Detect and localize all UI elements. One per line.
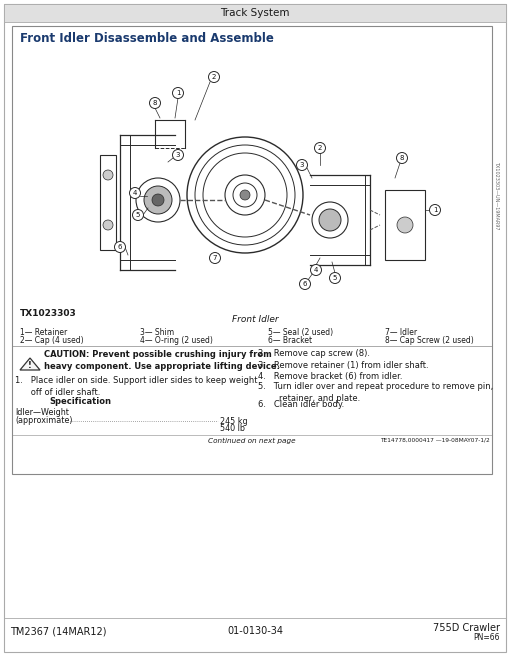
Text: TM2367 (14MAR12): TM2367 (14MAR12) bbox=[10, 626, 106, 636]
Text: 245 kg: 245 kg bbox=[219, 417, 247, 426]
Text: !: ! bbox=[28, 361, 32, 371]
Text: 8: 8 bbox=[399, 155, 404, 161]
Text: PN=66: PN=66 bbox=[472, 633, 499, 643]
Text: 755D Crawler: 755D Crawler bbox=[432, 623, 499, 633]
Text: 540 lb: 540 lb bbox=[219, 424, 244, 433]
Text: 6.   Clean idler body.: 6. Clean idler body. bbox=[258, 400, 344, 409]
Circle shape bbox=[318, 209, 341, 231]
Text: 4: 4 bbox=[313, 267, 318, 273]
FancyBboxPatch shape bbox=[384, 190, 424, 260]
Text: TX1023303—UN—19MAR97: TX1023303—UN—19MAR97 bbox=[494, 161, 498, 229]
Circle shape bbox=[172, 87, 183, 99]
Text: 6— Bracket: 6— Bracket bbox=[267, 336, 312, 345]
Circle shape bbox=[208, 72, 219, 83]
Text: Front Idler Disassemble and Assemble: Front Idler Disassemble and Assemble bbox=[20, 32, 273, 45]
Text: 6: 6 bbox=[302, 281, 306, 287]
Text: 1: 1 bbox=[176, 90, 180, 96]
Text: 5: 5 bbox=[135, 212, 140, 218]
Text: CAUTION: Prevent possible crushing injury from
heavy component. Use appropriate : CAUTION: Prevent possible crushing injur… bbox=[44, 350, 279, 371]
Text: 3: 3 bbox=[299, 162, 304, 168]
Text: Track System: Track System bbox=[220, 8, 289, 18]
Circle shape bbox=[129, 187, 140, 198]
Circle shape bbox=[314, 143, 325, 154]
Circle shape bbox=[329, 273, 340, 284]
Circle shape bbox=[429, 204, 440, 215]
Text: 1.   Place idler on side. Support idler sides to keep weight
      off of idler : 1. Place idler on side. Support idler si… bbox=[15, 376, 257, 397]
Text: 4: 4 bbox=[132, 190, 137, 196]
Text: 3: 3 bbox=[176, 152, 180, 158]
Text: 2: 2 bbox=[317, 145, 322, 151]
Text: 2: 2 bbox=[211, 74, 216, 80]
FancyBboxPatch shape bbox=[4, 4, 505, 22]
Circle shape bbox=[299, 279, 310, 290]
Circle shape bbox=[172, 150, 183, 160]
Text: 6: 6 bbox=[118, 244, 122, 250]
Text: TE14778,0000417 —19-08MAY07-1/2: TE14778,0000417 —19-08MAY07-1/2 bbox=[380, 438, 489, 443]
Text: 7: 7 bbox=[212, 255, 217, 261]
Polygon shape bbox=[20, 358, 40, 370]
Text: 2— Cap (4 used): 2— Cap (4 used) bbox=[20, 336, 83, 345]
Circle shape bbox=[132, 210, 143, 221]
Text: 5— Seal (2 used): 5— Seal (2 used) bbox=[267, 328, 332, 337]
Text: Continued on next page: Continued on next page bbox=[208, 438, 295, 444]
Text: Front Idler: Front Idler bbox=[231, 315, 278, 323]
Text: (approximate): (approximate) bbox=[15, 416, 72, 425]
Text: 8: 8 bbox=[153, 100, 157, 106]
Text: 5.   Turn idler over and repeat procedure to remove pin,
        retainer, and p: 5. Turn idler over and repeat procedure … bbox=[258, 382, 492, 403]
Circle shape bbox=[144, 186, 172, 214]
Circle shape bbox=[115, 242, 125, 252]
Circle shape bbox=[395, 152, 407, 164]
Text: Idler—Weight: Idler—Weight bbox=[15, 408, 69, 417]
Text: 2.   Remove cap screw (8).: 2. Remove cap screw (8). bbox=[258, 349, 369, 358]
Text: 4— O-ring (2 used): 4— O-ring (2 used) bbox=[140, 336, 212, 345]
Circle shape bbox=[103, 220, 113, 230]
FancyBboxPatch shape bbox=[12, 26, 491, 474]
Text: 1: 1 bbox=[432, 207, 436, 213]
Circle shape bbox=[152, 194, 164, 206]
Text: 3.   Remove retainer (1) from idler shaft.: 3. Remove retainer (1) from idler shaft. bbox=[258, 361, 428, 370]
Circle shape bbox=[103, 170, 113, 180]
Circle shape bbox=[396, 217, 412, 233]
Text: 5: 5 bbox=[332, 275, 336, 281]
Text: TX1023303: TX1023303 bbox=[20, 309, 76, 317]
Circle shape bbox=[209, 252, 220, 263]
Text: 7— Idler: 7— Idler bbox=[384, 328, 416, 337]
Text: Specification: Specification bbox=[49, 397, 111, 406]
Circle shape bbox=[310, 265, 321, 275]
Circle shape bbox=[240, 190, 249, 200]
Text: 01-0130-34: 01-0130-34 bbox=[227, 626, 282, 636]
FancyBboxPatch shape bbox=[100, 155, 116, 250]
Text: 8— Cap Screw (2 used): 8— Cap Screw (2 used) bbox=[384, 336, 473, 345]
Text: 3— Shim: 3— Shim bbox=[140, 328, 174, 337]
Text: 4.   Remove bracket (6) from idler.: 4. Remove bracket (6) from idler. bbox=[258, 372, 402, 381]
Text: 1— Retainer: 1— Retainer bbox=[20, 328, 67, 337]
Circle shape bbox=[296, 160, 307, 171]
FancyBboxPatch shape bbox=[4, 4, 505, 652]
Circle shape bbox=[149, 97, 160, 108]
